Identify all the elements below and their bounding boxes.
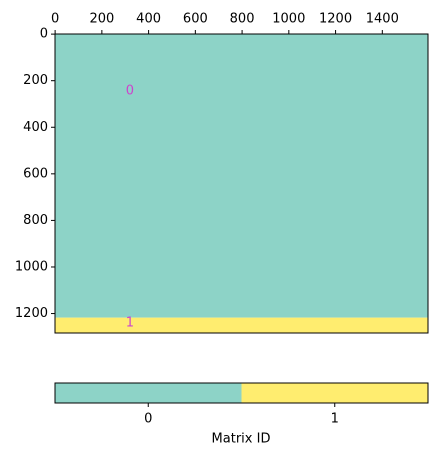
x-tick-label: 400	[136, 12, 161, 27]
colorbar-cell	[55, 383, 242, 403]
x-tick-label: 200	[89, 12, 114, 27]
colorbar-cell	[241, 383, 428, 403]
x-tick-label: 600	[183, 12, 208, 27]
annotation: 1	[126, 315, 134, 330]
x-tick-label: 1200	[319, 12, 352, 27]
y-tick-label: 1000	[15, 259, 48, 274]
y-tick-label: 600	[23, 166, 48, 181]
colorbar-tick-label: 0	[144, 412, 152, 427]
y-tick-label: 400	[23, 120, 48, 135]
colorbar-tick-label: 1	[331, 412, 339, 427]
matrix-band	[55, 317, 428, 333]
matrix-band	[55, 34, 428, 318]
x-tick-label: 1000	[272, 12, 305, 27]
x-tick-label: 800	[230, 12, 255, 27]
annotation: 0	[126, 84, 134, 99]
y-tick-label: 1200	[15, 306, 48, 321]
y-tick-label: 0	[40, 27, 48, 42]
x-tick-label: 1400	[366, 12, 399, 27]
x-tick-label: 0	[51, 12, 59, 27]
y-tick-label: 800	[23, 213, 48, 228]
colorbar-label: Matrix ID	[212, 432, 271, 447]
y-tick-label: 200	[23, 73, 48, 88]
colorbar-frame	[54, 382, 429, 404]
plot-frame	[54, 33, 429, 334]
